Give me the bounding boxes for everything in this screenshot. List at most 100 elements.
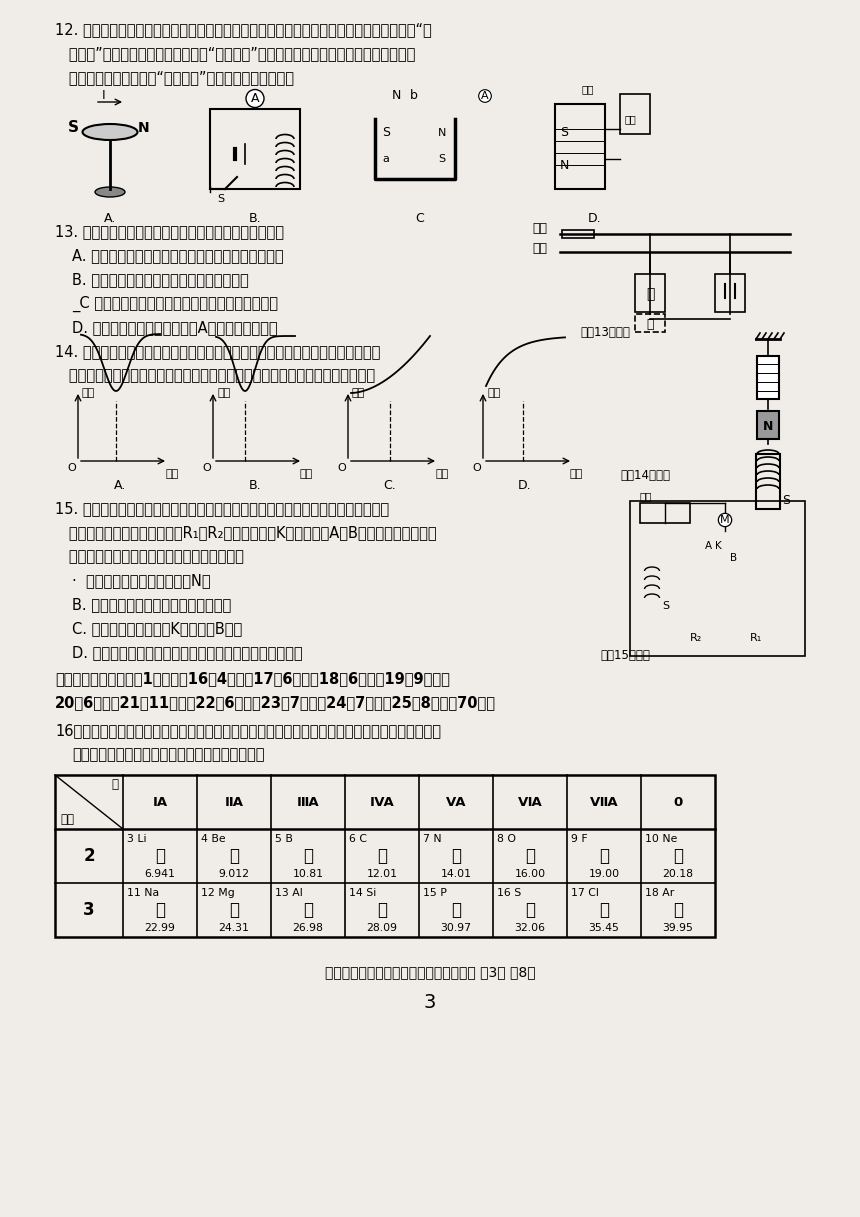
Text: （第14题图）: （第14题图） — [620, 469, 670, 482]
Text: 电线圈”产生变化的磁场，手机中的“受电线圈”靠近该变化磁场时就会产生感应电流，给: 电线圈”产生变化的磁场，手机中的“受电线圈”靠近该变化磁场时就会产生感应电流，给 — [55, 46, 415, 61]
Text: O: O — [67, 462, 76, 473]
Bar — [620, 94, 650, 134]
Text: S: S — [217, 194, 224, 204]
Text: B. 电磁铁磁性的强弱与电流的大小有关: B. 电磁铁磁性的强弱与电流的大小有关 — [72, 598, 231, 612]
Text: 9 F: 9 F — [571, 834, 587, 845]
Text: 9.012: 9.012 — [218, 869, 249, 879]
Text: A. 为了用电安全，应在甲处安装开关，乙处安装电灯: A. 为了用电安全，应在甲处安装开关，乙处安装电灯 — [72, 248, 284, 263]
Text: 8 O: 8 O — [497, 834, 516, 845]
Text: ⅤA: ⅤA — [445, 796, 466, 808]
Text: D.: D. — [519, 479, 531, 492]
Text: C: C — [415, 212, 424, 225]
Text: I: I — [102, 89, 106, 102]
Text: 电阵: 电阵 — [582, 84, 594, 94]
Text: 24.31: 24.31 — [218, 922, 249, 933]
Text: 18 Ar: 18 Ar — [645, 888, 674, 898]
Text: 6.941: 6.941 — [144, 869, 175, 879]
Text: 统，电梯厢底层装有压敏电阵R₁，R₂为保护电阵。K为动触点，A、B为静触点，当出现超: 统，电梯厢底层装有压敏电阵R₁，R₂为保护电阵。K为动触点，A、B为静触点，当出… — [55, 525, 437, 540]
Text: 铝: 铝 — [303, 901, 313, 919]
Text: 时间: 时间 — [435, 469, 448, 479]
Text: 氮: 氮 — [451, 847, 461, 865]
Text: S: S — [782, 494, 790, 507]
Text: N: N — [138, 120, 150, 135]
Text: 二、非选择题（本题朐1小题，第16邘4分，第17邘6分，第18邘6分，第19邘9分，第: 二、非选择题（本题朐1小题，第16邘4分，第17邘6分，第18邘6分，第19邘9… — [55, 671, 450, 686]
Text: 14 Si: 14 Si — [349, 888, 377, 898]
Bar — [562, 230, 594, 239]
Text: A.: A. — [114, 479, 126, 492]
Text: S: S — [382, 127, 390, 139]
Text: R₂: R₂ — [690, 633, 703, 643]
Text: 10.81: 10.81 — [292, 869, 323, 879]
Text: 甲: 甲 — [646, 318, 654, 331]
Text: N: N — [438, 128, 446, 138]
Bar — [715, 274, 745, 312]
Text: 28.09: 28.09 — [366, 922, 397, 933]
Text: 32.06: 32.06 — [514, 922, 545, 933]
Text: N: N — [392, 89, 402, 102]
Text: B. 若保险丝燔断，说明电路中一定存在短路: B. 若保险丝燔断，说明电路中一定存在短路 — [72, 273, 249, 287]
Text: _C 空调插入三孔插座后，它与家中其他用电器串联: _C 空调插入三孔插座后，它与家中其他用电器串联 — [72, 296, 278, 313]
Text: 20邘6分，第21邘11分，第22邘6分，第23邘7分，第24邘7分，第25邘8分，共70分）: 20邘6分，第21邘11分，第22邘6分，第23邘7分，第24邘7分，第25邘8… — [55, 695, 496, 710]
Text: 3: 3 — [83, 901, 95, 919]
Ellipse shape — [95, 187, 125, 197]
Text: 11 Na: 11 Na — [127, 888, 159, 898]
Bar — [635, 274, 665, 312]
Text: 3 Li: 3 Li — [127, 834, 146, 845]
Text: 16.00: 16.00 — [514, 869, 545, 879]
Text: 12. 无线充电是一种增加手机续航时间的方式，无线充电的技术原理是：电流流过充电座的“送: 12. 无线充电是一种增加手机续航时间的方式，无线充电的技术原理是：电流流过充电… — [55, 22, 432, 37]
Text: b: b — [410, 89, 418, 102]
Text: 7 N: 7 N — [423, 834, 442, 845]
Text: 碳: 碳 — [377, 847, 387, 865]
Text: 15. 电梯为居民上下楼带来很大的便利，出于安全考虑，电梯设置了超载自动报警系: 15. 电梯为居民上下楼带来很大的便利，出于安全考虑，电梯设置了超载自动报警系 — [55, 501, 389, 516]
Text: 磷: 磷 — [451, 901, 461, 919]
Text: 氧: 氧 — [525, 847, 535, 865]
Bar — [210, 110, 300, 189]
Text: S: S — [438, 155, 445, 164]
Text: N: N — [763, 420, 773, 432]
Text: 15 P: 15 P — [423, 888, 447, 898]
Text: 零线: 零线 — [532, 242, 547, 256]
Text: 硅: 硅 — [377, 901, 387, 919]
Text: 6 C: 6 C — [349, 834, 367, 845]
Text: 锂: 锂 — [155, 847, 165, 865]
Bar — [756, 454, 780, 509]
Ellipse shape — [83, 124, 138, 140]
Text: 智能手机充电，下图与“受电线圈”中的工作原理相同的是: 智能手机充电，下图与“受电线圈”中的工作原理相同的是 — [55, 71, 294, 85]
Text: 周期: 周期 — [60, 813, 74, 826]
Text: 八年级（下）学业水平期中检测科学试卷 第3页 共8页: 八年级（下）学业水平期中检测科学试卷 第3页 共8页 — [325, 965, 535, 978]
Bar — [635, 314, 665, 332]
Text: 氟: 氟 — [599, 847, 609, 865]
Text: 硷: 硷 — [303, 847, 313, 865]
Text: 电阱: 电阱 — [625, 114, 636, 124]
Text: 铁从左向右水平拉过时，弹簧测力示数随时间变化的关系图是下列选项中哪一个: 铁从左向右水平拉过时，弹簧测力示数随时间变化的关系图是下列选项中哪一个 — [55, 368, 375, 383]
Text: 铍: 铍 — [229, 847, 239, 865]
Text: 钓: 钓 — [155, 901, 165, 919]
Text: 22.99: 22.99 — [144, 922, 175, 933]
Text: （第13题图）: （第13题图） — [580, 326, 630, 340]
Text: 17 Cl: 17 Cl — [571, 888, 599, 898]
Text: S: S — [68, 120, 79, 135]
Text: 2: 2 — [83, 847, 95, 865]
Text: A.: A. — [104, 212, 116, 225]
Text: A: A — [705, 542, 712, 551]
Text: 39.95: 39.95 — [662, 922, 693, 933]
Text: ⅣA: ⅣA — [370, 796, 395, 808]
Text: ⅦA: ⅦA — [590, 796, 618, 808]
Text: S: S — [560, 127, 568, 139]
Text: 5 B: 5 B — [275, 834, 293, 845]
Text: D.: D. — [588, 212, 602, 225]
Text: 16．为了便于研究元素的性质，科学家把所有的已知元素科学有序地排列起来，得到元素周期表。: 16．为了便于研究元素的性质，科学家把所有的已知元素科学有序地排列起来，得到元素… — [55, 723, 441, 738]
Text: 13 Al: 13 Al — [275, 888, 303, 898]
Text: 读数: 读数 — [217, 388, 230, 398]
Text: 电磁: 电磁 — [640, 490, 653, 501]
Text: ⅡA: ⅡA — [224, 796, 243, 808]
Text: 读数: 读数 — [352, 388, 365, 398]
Text: O: O — [337, 462, 346, 473]
Text: B.: B. — [249, 212, 261, 225]
Text: 读数: 读数 — [82, 388, 95, 398]
Text: 19.00: 19.00 — [588, 869, 619, 879]
Text: 0: 0 — [673, 796, 683, 808]
Text: 乙: 乙 — [646, 287, 654, 301]
Text: 时间: 时间 — [165, 469, 178, 479]
Text: ·  电梯工作时电磁铁的上端为N极: · 电梯工作时电磁铁的上端为N极 — [72, 573, 211, 588]
